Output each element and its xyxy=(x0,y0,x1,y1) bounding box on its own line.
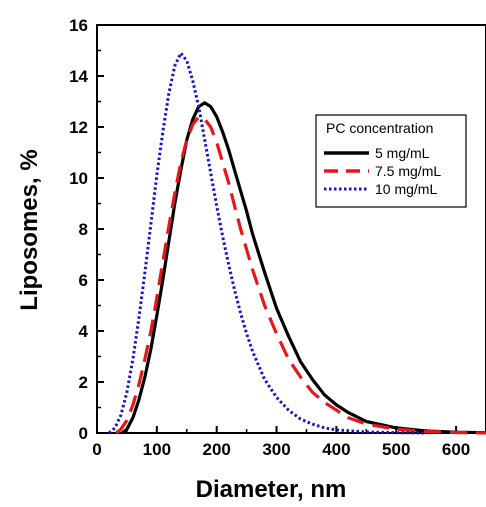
y-tick-label: 8 xyxy=(79,220,88,239)
legend-label-1: 5 mg/mL xyxy=(375,145,430,161)
series-line-1 xyxy=(121,101,486,435)
x-axis-title: Diameter, nm xyxy=(196,476,347,503)
y-tick-label: 10 xyxy=(69,169,88,188)
x-tick-label: 500 xyxy=(382,440,410,459)
y-tick-label: 16 xyxy=(69,16,88,35)
legend-label-2: 7.5 mg/mL xyxy=(375,163,441,179)
legend-label-3: 10 mg/mL xyxy=(375,181,437,197)
x-tick-label: 100 xyxy=(143,440,171,459)
y-tick-label: 4 xyxy=(79,322,89,341)
series-line-3 xyxy=(108,51,427,435)
legend: PC concentration 5 mg/mL 7.5 mg/mL 10 mg/mL xyxy=(315,114,467,208)
plot-frame xyxy=(96,24,486,434)
axes: 0 2 4 6 8 10 12 14 16 0 100 200 300 400 500 600 xyxy=(69,16,486,459)
legend-box xyxy=(315,114,467,208)
plot-lines xyxy=(108,51,486,435)
y-tick-label: 0 xyxy=(79,424,88,443)
series-line-2 xyxy=(115,115,486,435)
x-tick-label: 0 xyxy=(92,440,101,459)
y-tick-label: 14 xyxy=(69,67,88,86)
x-tick-label: 600 xyxy=(442,440,470,459)
y-axis-title: Liposomes, % xyxy=(16,149,43,310)
x-tick-label: 400 xyxy=(322,440,350,459)
y-tick-label: 2 xyxy=(79,373,88,392)
y-tick-label: 6 xyxy=(79,271,88,290)
x-tick-label: 300 xyxy=(262,440,290,459)
y-tick-label: 12 xyxy=(69,118,88,137)
x-tick-label: 200 xyxy=(203,440,231,459)
legend-title: PC concentration xyxy=(326,120,433,136)
